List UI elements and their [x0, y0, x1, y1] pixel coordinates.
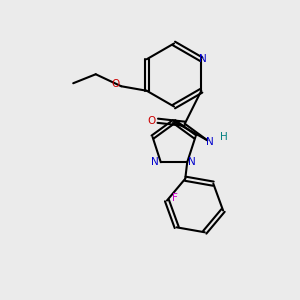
- Text: N: N: [206, 137, 214, 147]
- Text: F: F: [172, 193, 178, 202]
- Text: H: H: [220, 132, 228, 142]
- Text: N: N: [199, 54, 207, 64]
- Text: O: O: [148, 116, 156, 126]
- Text: N: N: [188, 157, 196, 167]
- Text: O: O: [112, 79, 120, 89]
- Text: N: N: [152, 157, 159, 167]
